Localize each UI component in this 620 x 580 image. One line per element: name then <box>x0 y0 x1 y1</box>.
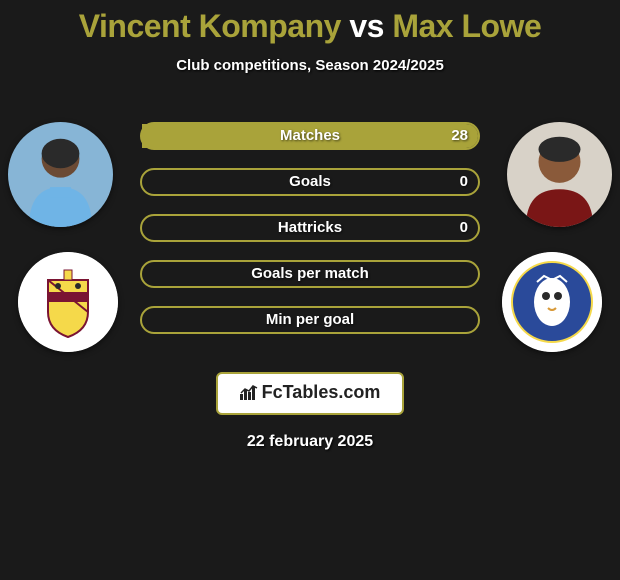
stat-label: Goals per match <box>251 265 369 282</box>
club1-badge <box>18 252 118 352</box>
stat-bar: Min per goal <box>140 306 480 334</box>
subtitle: Club competitions, Season 2024/2025 <box>0 57 620 74</box>
stat-value-right: 0 <box>460 170 468 194</box>
content-area: Matches 28 Goals 0 Hattricks 0 Goals per match… <box>0 102 620 362</box>
chart-icon <box>240 384 258 405</box>
stat-label: Min per goal <box>266 311 354 328</box>
stat-label: Goals <box>289 173 331 190</box>
player1-name: Vincent Kompany <box>79 8 341 44</box>
stat-label: Matches <box>280 127 340 144</box>
site-logo[interactable]: FcTables.com <box>216 372 405 415</box>
vs-separator: vs <box>349 8 384 44</box>
stat-bar: Matches 28 <box>140 122 480 150</box>
stat-bar: Goals per match <box>140 260 480 288</box>
comparison-card: Vincent Kompany vs Max Lowe Club competi… <box>0 0 620 451</box>
stat-value-right: 0 <box>460 216 468 240</box>
stat-bar: Hattricks 0 <box>140 214 480 242</box>
player2-avatar <box>507 122 612 227</box>
date-label: 22 february 2025 <box>0 433 620 451</box>
page-title: Vincent Kompany vs Max Lowe <box>0 8 620 45</box>
stat-label: Hattricks <box>278 219 342 236</box>
stat-bar: Goals 0 <box>140 168 480 196</box>
player1-avatar <box>8 122 113 227</box>
footer: FcTables.com 22 february 2025 <box>0 372 620 451</box>
club2-badge <box>502 252 602 352</box>
stats-bars: Matches 28 Goals 0 Hattricks 0 Goals per match… <box>140 122 480 352</box>
player2-name: Max Lowe <box>392 8 541 44</box>
stat-value-right: 28 <box>451 124 468 148</box>
logo-text: FcTables.com <box>262 382 381 402</box>
